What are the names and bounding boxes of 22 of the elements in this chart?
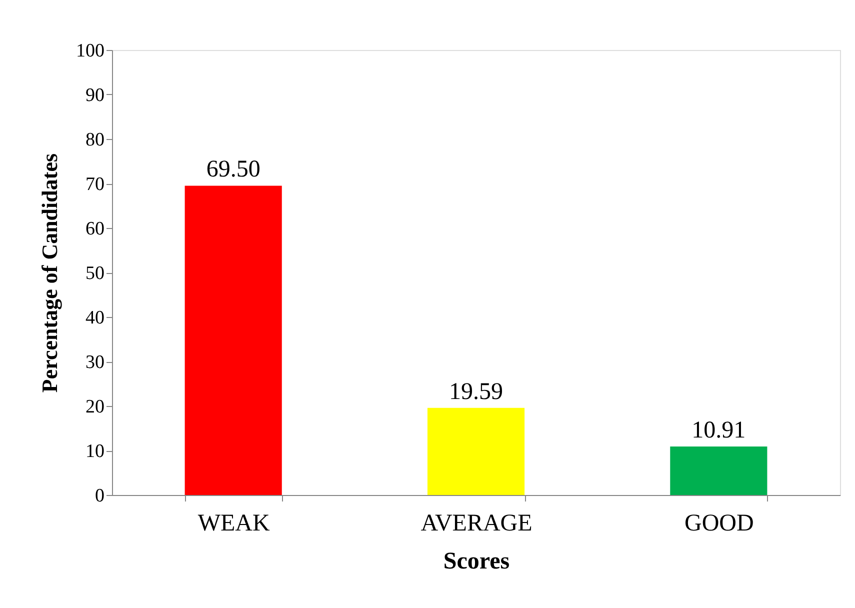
y-axis-title: Percentage of Candidates <box>37 153 62 393</box>
y-tick-label: 0 <box>95 486 104 506</box>
bar <box>670 446 768 495</box>
y-tick-label: 80 <box>86 130 104 150</box>
x-tick-label: WEAK <box>198 510 270 536</box>
y-tick-label: 50 <box>86 263 104 284</box>
y-tick-label: 10 <box>86 441 104 462</box>
data-label: 19.59 <box>449 378 503 405</box>
x-tick-label: GOOD <box>684 510 754 536</box>
bar <box>427 408 525 495</box>
y-tick-label: 40 <box>86 308 104 328</box>
y-tick-label: 20 <box>86 396 104 418</box>
y-tick-label: 30 <box>86 352 104 373</box>
data-label: 10.91 <box>692 417 746 444</box>
y-tick-label: 90 <box>86 85 104 106</box>
x-axis-title: Scores <box>443 548 510 574</box>
y-tick-label: 100 <box>76 40 104 62</box>
x-tick-label: AVERAGE <box>420 510 532 536</box>
y-tick-label: 60 <box>86 218 104 240</box>
y-tick-label: 70 <box>86 174 104 195</box>
bar <box>184 186 282 495</box>
data-label: 69.50 <box>206 156 260 183</box>
